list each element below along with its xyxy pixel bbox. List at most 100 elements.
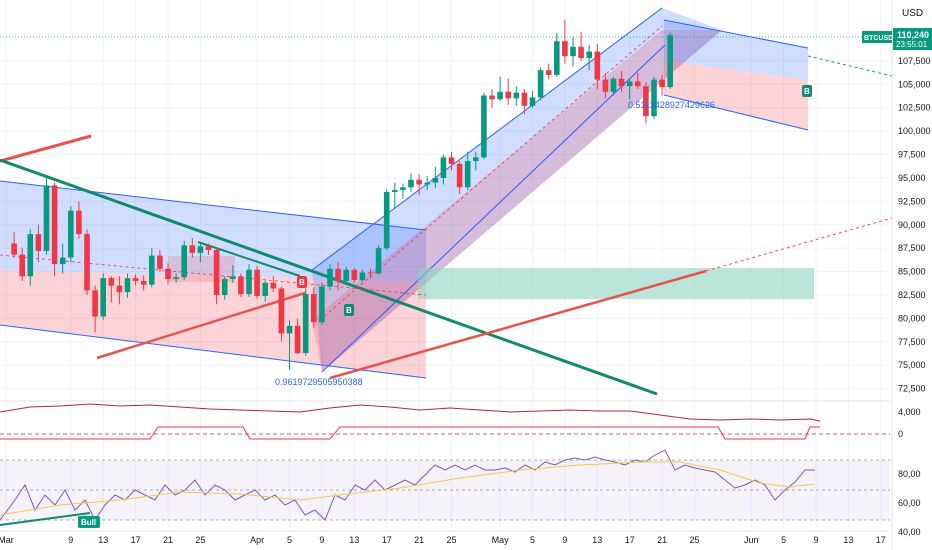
symbol-text: BTCUSD: [864, 35, 893, 42]
flag-projection-line: [807, 55, 893, 77]
signal-b-1: B: [344, 304, 354, 316]
candle-body-48: [400, 187, 406, 191]
flag-blue-fill: [664, 20, 808, 80]
date-tick-11: 21: [414, 535, 424, 545]
candle-body-57: [473, 157, 479, 162]
macd-tick-4000: 4,000: [898, 407, 921, 417]
candle-body-23: [197, 246, 204, 253]
date-tick-labels: Mar 9 13 17 21 25 Apr 5 9 13 17 21 25 May 5 9 13 17 21 25 Ju…: [0, 535, 886, 545]
currency-label[interactable]: USD: [902, 8, 923, 19]
signal-b-sell-text: B: [299, 278, 305, 287]
candle-body-11: [100, 278, 106, 317]
date-tick-24: 17: [876, 535, 886, 545]
candle-body-36: [302, 294, 309, 354]
candle-body-71: [586, 51, 592, 59]
candle-body-5: [51, 185, 58, 265]
date-tick-15: 9: [562, 535, 567, 545]
candle-body-32: [270, 282, 277, 289]
candle-body-18: [157, 255, 163, 269]
candle-body-74: [610, 78, 617, 92]
left-channel-lower-line: [0, 324, 427, 379]
candle-body-20: [173, 277, 179, 280]
last-price-tag: BTCUSD 110,240 23:55:01: [0, 28, 932, 50]
date-tick-18: 21: [657, 535, 667, 545]
candle-body-29: [246, 269, 252, 295]
left-channel-blue-fill: [0, 181, 426, 282]
flag-lower-line: [663, 94, 809, 131]
signal-b-2: B: [802, 85, 812, 97]
candle-body-38: [319, 286, 325, 323]
candle-body-56: [464, 161, 471, 188]
price-tick-0: 72,500: [898, 384, 926, 394]
red-trend-line-right: [329, 269, 707, 380]
macd-line: [0, 403, 821, 422]
price-tag: [893, 28, 932, 50]
rising-channel-blue-fill: [312, 8, 722, 372]
candle-body-81: [667, 35, 673, 88]
bull-badge-text: Bull: [81, 518, 96, 527]
price-tick-1: 75,000: [898, 360, 926, 370]
candle-body-28: [238, 276, 244, 295]
candle-body-62: [513, 92, 520, 99]
midline-left: [0, 254, 427, 296]
candle-body-17: [149, 255, 155, 285]
signal-b-sell: B: [297, 276, 307, 288]
candle-body-35: [294, 325, 301, 354]
candle-body-14: [124, 278, 131, 293]
countdown-text: 23:55:01: [896, 40, 928, 49]
candle-body-9: [84, 234, 90, 291]
candle-body-52: [432, 177, 439, 183]
candle-body-58: [481, 95, 487, 158]
candle-body-45: [375, 248, 382, 274]
candle-body-63: [521, 92, 528, 106]
candle-body-37: [311, 294, 317, 323]
candle-body-19: [165, 268, 171, 280]
candle-body-40: [335, 268, 341, 281]
date-tick-9: 13: [349, 535, 359, 545]
date-tick-21: 5: [781, 535, 786, 545]
price-tick-13: 105,000: [898, 79, 931, 89]
candle-body-8: [76, 210, 82, 235]
price-tick-8: 92,500: [898, 196, 926, 206]
candle-body-16: [140, 280, 147, 285]
price-tick-6: 87,500: [898, 243, 926, 253]
candle-body-78: [643, 86, 649, 117]
date-tick-22: 9: [813, 535, 818, 545]
candle-body-69: [570, 46, 576, 57]
candle-body-50: [416, 179, 422, 185]
candle-body-76: [626, 81, 633, 87]
macd-tick-0: 0: [898, 429, 903, 439]
candle-body-42: [351, 269, 358, 281]
candle-body-13: [116, 285, 123, 293]
date-tick-17: 17: [625, 535, 635, 545]
candle-body-53: [440, 157, 447, 178]
candle-body-80: [659, 79, 665, 88]
date-tick-4: 21: [163, 535, 173, 545]
candle-body-79: [651, 79, 657, 117]
candle-body-2: [27, 234, 34, 277]
candle-body-39: [327, 268, 333, 287]
candle-body-59: [489, 95, 495, 100]
candle-body-6: [59, 257, 66, 265]
candle-body-64: [529, 97, 536, 106]
candle-body-33: [278, 288, 285, 334]
candle-body-61: [505, 91, 511, 99]
candle-body-44: [367, 272, 374, 274]
candle-body-34: [286, 325, 293, 334]
channel-low-label: 0.9619729505950388: [275, 377, 363, 387]
bull-badge: Bull: [78, 516, 100, 528]
rising-channel-lower-line: [321, 44, 666, 373]
support-zone: [418, 268, 814, 299]
rsi-pane: Bull: [0, 449, 890, 528]
macd-pane: [0, 400, 890, 440]
candle-body-43: [359, 272, 366, 281]
red-trend-line-top: [0, 134, 92, 163]
date-tick-3: 17: [131, 535, 141, 545]
candle-body-26: [221, 279, 228, 295]
annotations: 0.9619729505950388 0.5113428927429626 B …: [275, 85, 812, 387]
candle-body-3: [35, 234, 42, 251]
price-tick-2: 77,500: [898, 337, 926, 347]
price-tick-5: 85,000: [898, 267, 926, 277]
price-tick-11: 100,000: [898, 126, 931, 136]
